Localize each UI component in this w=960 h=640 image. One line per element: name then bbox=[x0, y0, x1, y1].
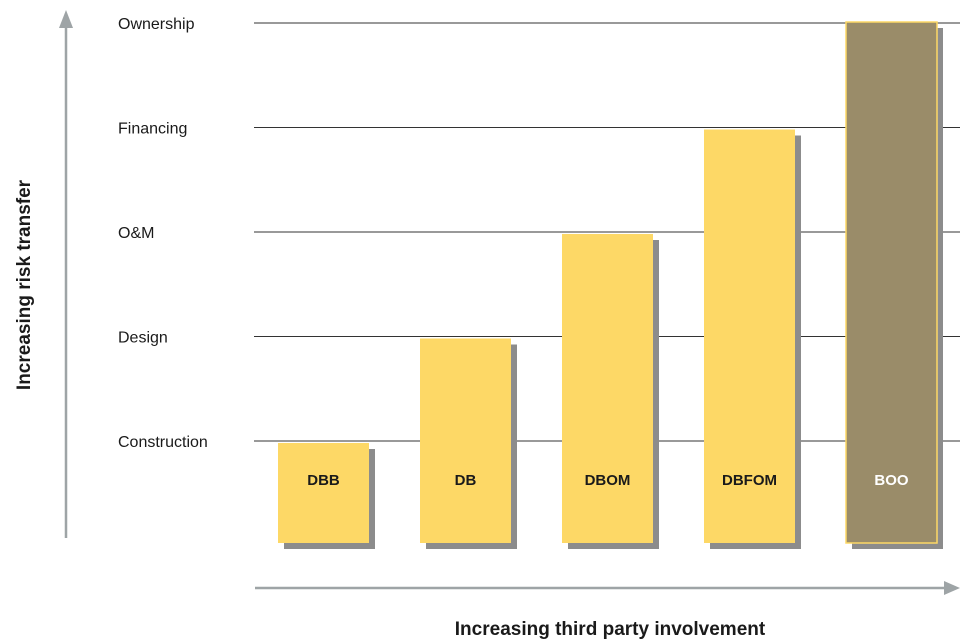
level-label: Financing bbox=[118, 121, 187, 138]
bar-label: DB bbox=[455, 472, 477, 489]
bar-label: DBOM bbox=[585, 472, 631, 489]
bars: DBB DB DBOM DBFOM BOO bbox=[278, 21, 943, 549]
gridlines bbox=[254, 22, 960, 442]
bar-dbb bbox=[278, 443, 369, 543]
bar-dbom bbox=[562, 234, 653, 543]
x-axis-title: Increasing third party involvement bbox=[455, 619, 766, 640]
bar-boo bbox=[845, 21, 938, 544]
bar-label: BOO bbox=[874, 472, 909, 489]
bar-db bbox=[420, 338, 511, 543]
level-label: O&M bbox=[118, 225, 154, 242]
y-axis-arrowhead bbox=[59, 10, 73, 28]
bar-label: DBFOM bbox=[722, 472, 777, 489]
level-labels: Construction Design O&M Financing Ownership bbox=[118, 16, 208, 451]
bar-dbfom bbox=[704, 129, 795, 543]
y-axis-title: Increasing risk transfer bbox=[14, 179, 35, 390]
bar-label: DBB bbox=[307, 472, 340, 489]
x-axis-arrowhead bbox=[944, 581, 960, 595]
level-label: Construction bbox=[118, 434, 208, 451]
level-label: Design bbox=[118, 330, 168, 347]
level-label: Ownership bbox=[118, 16, 195, 33]
